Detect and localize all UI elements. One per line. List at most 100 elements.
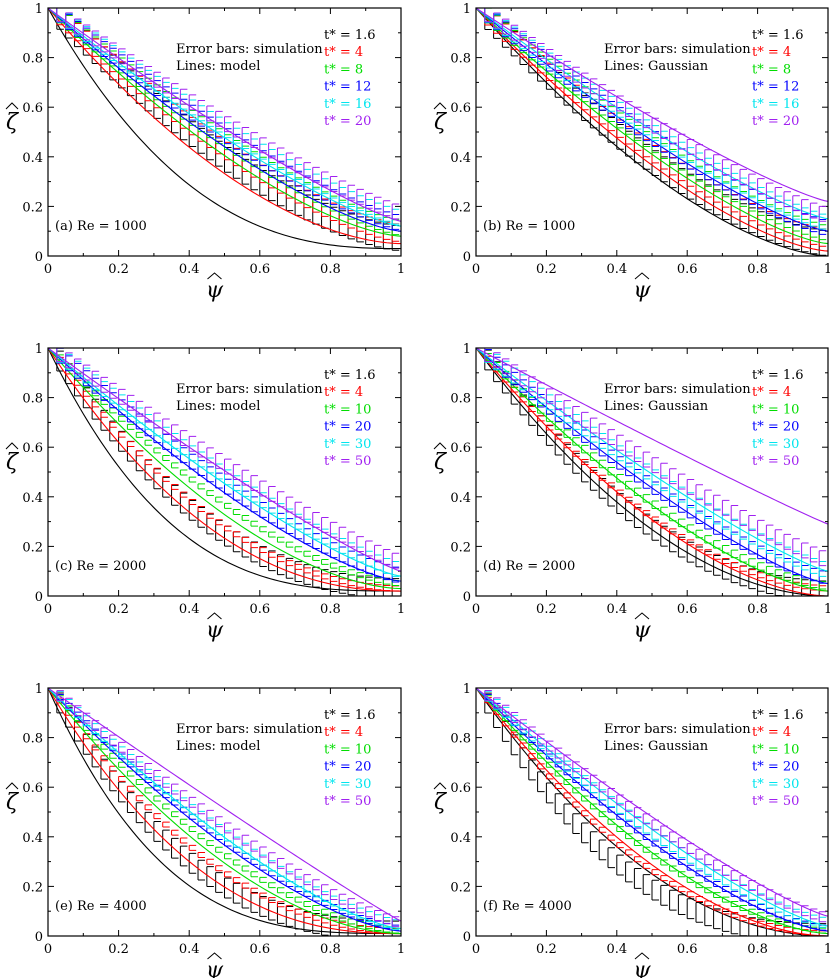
- x-tick-label: 0.4: [179, 602, 200, 617]
- error-bar: [215, 846, 223, 853]
- error-bar: [329, 889, 338, 900]
- error-bar: [721, 513, 730, 530]
- chart-panel: 0 0.2 0.4 0.6 0.8 1 0 0.2 0.4 0.6 0.8 1 ψ ζ Error bars…: [5, 342, 405, 643]
- error-bar: [625, 861, 633, 883]
- error-bar: [65, 352, 73, 369]
- error-bar: [484, 348, 492, 363]
- error-bar: [144, 804, 153, 811]
- error-bar: [294, 908, 303, 915]
- x-tick-label: 0.2: [108, 942, 129, 957]
- error-bar: [774, 529, 783, 546]
- error-bar: [162, 821, 170, 828]
- error-bar: [215, 519, 223, 541]
- error-bar: [215, 816, 223, 828]
- y-axis-label: ζ: [6, 450, 20, 475]
- x-tick-label: 0.6: [677, 262, 698, 277]
- error-bar: [206, 490, 214, 497]
- error-bar: [528, 376, 536, 393]
- error-bar: [713, 508, 721, 525]
- chart-panel: 0 0.2 0.4 0.6 0.8 1 0 0.2 0.4 0.6 0.8 1 ψ ζ Error bars…: [5, 2, 405, 303]
- error-bar: [276, 491, 285, 508]
- error-bar: [633, 457, 642, 474]
- x-axis-label: ψ: [206, 958, 224, 978]
- error-bar: [554, 394, 563, 411]
- y-tick-label: 1: [35, 2, 43, 17]
- error-bar: [642, 834, 651, 841]
- error-bar: [197, 852, 206, 858]
- error-bar: [713, 908, 721, 930]
- error-bar: [382, 211, 391, 228]
- error-bar: [677, 162, 686, 182]
- error-bar: [321, 558, 329, 565]
- error-bar: [572, 450, 580, 457]
- error-bar: [276, 857, 285, 869]
- y-tick-label: 0.8: [450, 52, 471, 67]
- series-line: [48, 8, 401, 232]
- error-bar: [365, 192, 373, 209]
- error-bar: [197, 483, 206, 490]
- panel-label: (f) Re = 4000: [483, 899, 572, 914]
- error-bar: [739, 510, 747, 526]
- y-tick-label: 0: [35, 590, 43, 605]
- error-bar: [607, 834, 615, 841]
- error-bar: [660, 506, 668, 516]
- error-bar: [153, 75, 161, 92]
- plot-area: [476, 688, 828, 936]
- error-bar: [625, 833, 633, 840]
- error-bar: [616, 794, 624, 806]
- error-bar: [276, 887, 285, 894]
- y-tick-label: 0: [463, 930, 471, 945]
- error-bar: [224, 822, 232, 834]
- x-axis-label: ψ: [633, 278, 651, 303]
- error-bar: [276, 536, 285, 543]
- series-line: [476, 688, 828, 935]
- error-bar: [607, 806, 615, 813]
- series-line: [476, 8, 828, 252]
- error-bar: [144, 459, 153, 466]
- error-bar: [616, 826, 624, 833]
- error-bar: [581, 411, 589, 428]
- series-line: [48, 8, 401, 237]
- error-bar: [171, 811, 179, 818]
- error-bar: [276, 554, 285, 576]
- error-bar: [100, 409, 108, 431]
- x-tick-label: 0.4: [179, 262, 200, 277]
- error-bar: [607, 429, 615, 445]
- error-bar: [713, 553, 721, 560]
- error-bar: [250, 541, 258, 563]
- error-bar: [109, 420, 117, 442]
- error-bar: [285, 560, 294, 567]
- error-bar: [721, 908, 730, 915]
- y-tick-label: 0.8: [22, 52, 43, 67]
- y-tick-label: 0.8: [22, 732, 43, 747]
- error-bar: [232, 859, 241, 866]
- error-bar: [179, 491, 188, 498]
- error-bar: [642, 862, 651, 869]
- error-bar: [382, 584, 391, 591]
- error-bar: [721, 558, 730, 580]
- error-bar: [686, 478, 695, 495]
- error-bar: [660, 875, 668, 882]
- error-bar: [721, 558, 730, 564]
- error-bar: [642, 846, 651, 853]
- error-bar: [153, 820, 161, 842]
- error-bar: [572, 801, 580, 808]
- error-bar: [276, 901, 285, 908]
- x-tick-label: 0.2: [536, 262, 557, 277]
- error-bar: [179, 845, 188, 867]
- error-bar: [65, 697, 73, 709]
- x-axis-hat: [634, 612, 650, 620]
- error-bar: [563, 792, 571, 799]
- error-bar: [686, 876, 695, 883]
- error-bar: [721, 499, 730, 516]
- error-bar: [400, 928, 401, 935]
- y-tick-label: 0.4: [450, 491, 471, 506]
- error-bar: [721, 886, 730, 893]
- error-bar: [695, 529, 703, 539]
- legend-entry: t* = 1.6: [752, 28, 804, 43]
- error-bar: [400, 220, 401, 237]
- error-bar: [126, 770, 135, 777]
- error-bar: [250, 542, 258, 549]
- error-bar: [400, 928, 401, 935]
- error-bar: [268, 531, 276, 538]
